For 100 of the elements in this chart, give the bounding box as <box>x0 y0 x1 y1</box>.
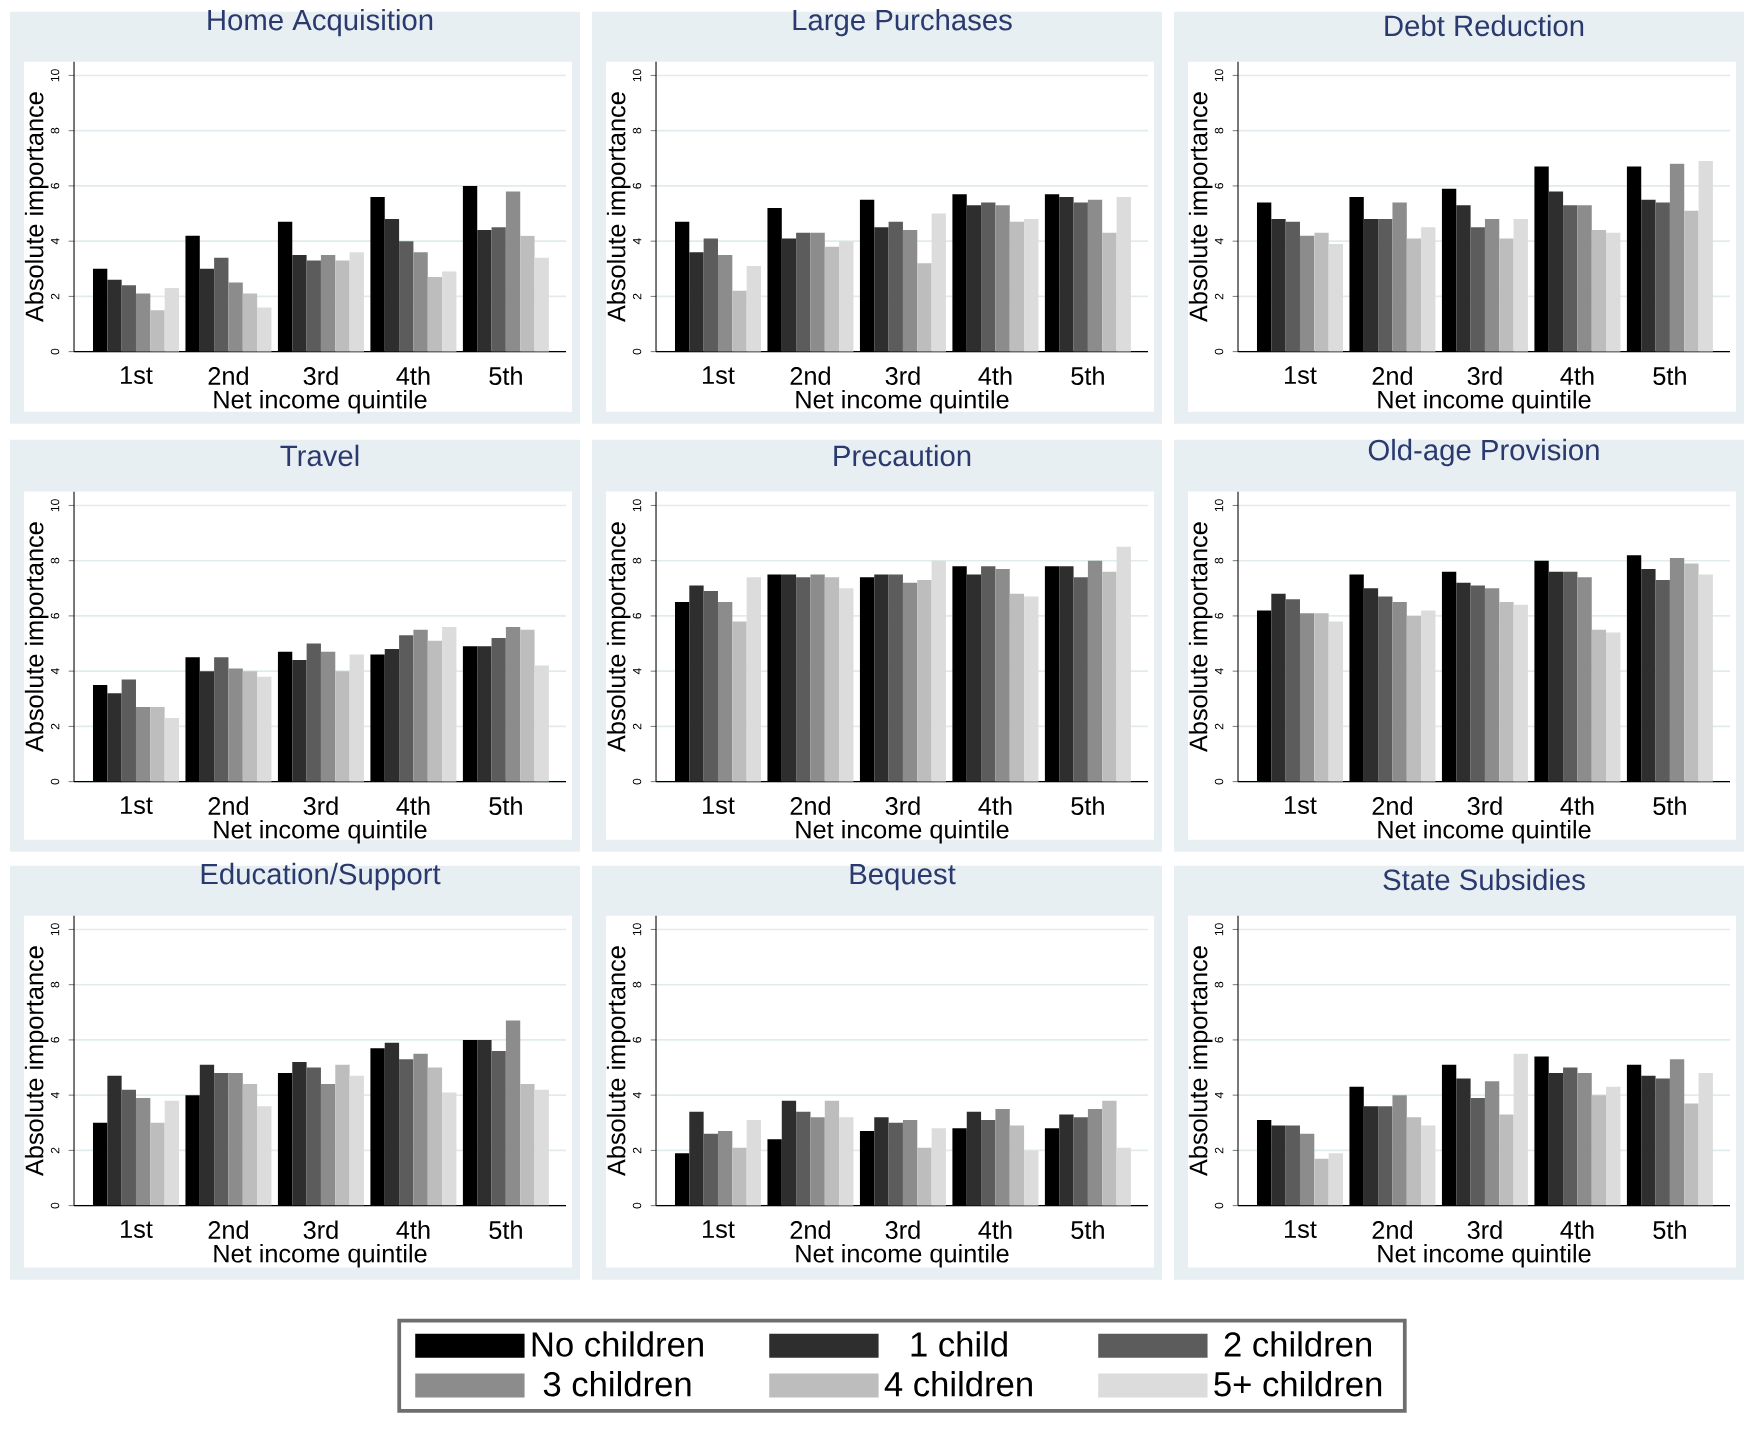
bar <box>277 1073 293 1206</box>
x-tick-label: 2nd <box>1372 1220 1412 1240</box>
x-tick-label: 4th <box>396 1220 430 1240</box>
bar <box>135 707 151 782</box>
bar <box>1513 1053 1528 1206</box>
bar <box>931 213 946 352</box>
x-tick-label: 4th <box>396 366 430 386</box>
bar <box>1349 1087 1364 1206</box>
bar <box>859 577 875 782</box>
bar <box>1406 238 1422 352</box>
x-tick-label: 5th <box>489 1220 522 1240</box>
x-tick-label: 3rd <box>303 1220 338 1240</box>
bar <box>1392 1095 1407 1206</box>
bar <box>1299 235 1315 352</box>
bar <box>505 1020 521 1206</box>
bar <box>1513 219 1528 352</box>
bar <box>1378 596 1393 782</box>
bar <box>320 652 336 782</box>
bar <box>1698 161 1713 352</box>
bar <box>1073 202 1088 352</box>
bar <box>1271 219 1286 352</box>
bar <box>520 235 535 352</box>
bar <box>1087 560 1103 782</box>
bar <box>335 260 350 352</box>
legend-label: No children <box>532 1331 703 1357</box>
bar <box>462 646 478 782</box>
bar <box>1421 610 1436 782</box>
bar <box>1328 1153 1343 1206</box>
bar <box>534 665 549 782</box>
x-tick-label: 3rd <box>885 366 920 386</box>
bar <box>292 255 307 352</box>
y-axis-title: Absolute importance <box>24 946 49 1177</box>
bar <box>1456 582 1471 782</box>
bar <box>1024 1150 1039 1206</box>
bar <box>1606 1087 1621 1206</box>
bar <box>1116 547 1131 782</box>
x-tick-label: 5th <box>1071 1220 1104 1240</box>
bar <box>1328 244 1343 352</box>
bar <box>277 222 293 352</box>
legend-label: 5+ children <box>1214 1371 1382 1397</box>
bar <box>1392 202 1407 352</box>
bar <box>981 566 996 782</box>
bar <box>1059 197 1074 352</box>
bar <box>917 263 932 352</box>
bar <box>1256 1120 1272 1206</box>
bar <box>185 235 200 352</box>
bar <box>228 1073 243 1206</box>
bar <box>292 1062 307 1206</box>
bar <box>952 566 967 782</box>
bar <box>1591 1095 1607 1206</box>
bar <box>135 1098 151 1206</box>
bar <box>306 1067 321 1206</box>
bar <box>732 621 747 782</box>
bar <box>966 574 982 782</box>
bar <box>1421 1125 1436 1206</box>
bar <box>1087 1109 1103 1206</box>
bar <box>335 1064 350 1206</box>
bar <box>257 307 272 352</box>
bar <box>228 282 243 352</box>
bar <box>1024 596 1039 782</box>
x-tick-label: 4th <box>978 366 1012 386</box>
x-tick-label: 5th <box>1653 1220 1686 1240</box>
x-axis-title: Net income quintile <box>214 820 427 844</box>
bar <box>781 1100 797 1206</box>
bar <box>810 233 825 352</box>
bar <box>1441 188 1457 352</box>
bar <box>1470 227 1485 352</box>
bar <box>1499 238 1514 352</box>
bar <box>1456 205 1471 352</box>
x-tick-label: 3rd <box>303 796 338 816</box>
bar <box>1102 1100 1117 1206</box>
x-axis-title: Net income quintile <box>214 390 427 414</box>
bar <box>150 707 165 782</box>
bar <box>1484 1081 1500 1206</box>
bar <box>199 268 215 352</box>
bar <box>242 1084 258 1206</box>
bar <box>1299 613 1315 782</box>
x-tick-label: 3rd <box>303 366 338 386</box>
x-tick-label: 3rd <box>885 796 920 816</box>
legend-label: 4 children <box>884 1371 1032 1397</box>
bar <box>107 1076 122 1206</box>
bar <box>1655 202 1670 352</box>
y-axis-title: Absolute importance <box>24 522 49 753</box>
bar <box>1102 571 1117 782</box>
bar <box>1256 610 1272 782</box>
bar <box>1499 602 1514 782</box>
bar <box>839 241 854 352</box>
bar <box>257 676 272 782</box>
bar <box>228 668 243 782</box>
bar <box>214 657 229 782</box>
x-tick-label: 3rd <box>1467 796 1502 816</box>
y-axis-title: Absolute importance <box>1188 92 1213 323</box>
chart-title: Home Acquisition <box>208 9 433 37</box>
bar <box>520 629 535 782</box>
bar <box>1698 1073 1713 1206</box>
bar <box>1073 577 1088 782</box>
bar <box>1441 1064 1457 1206</box>
bar <box>1421 227 1436 352</box>
chart-title: Large Purchases <box>793 9 1012 37</box>
x-tick-label: 2nd <box>208 1220 248 1240</box>
